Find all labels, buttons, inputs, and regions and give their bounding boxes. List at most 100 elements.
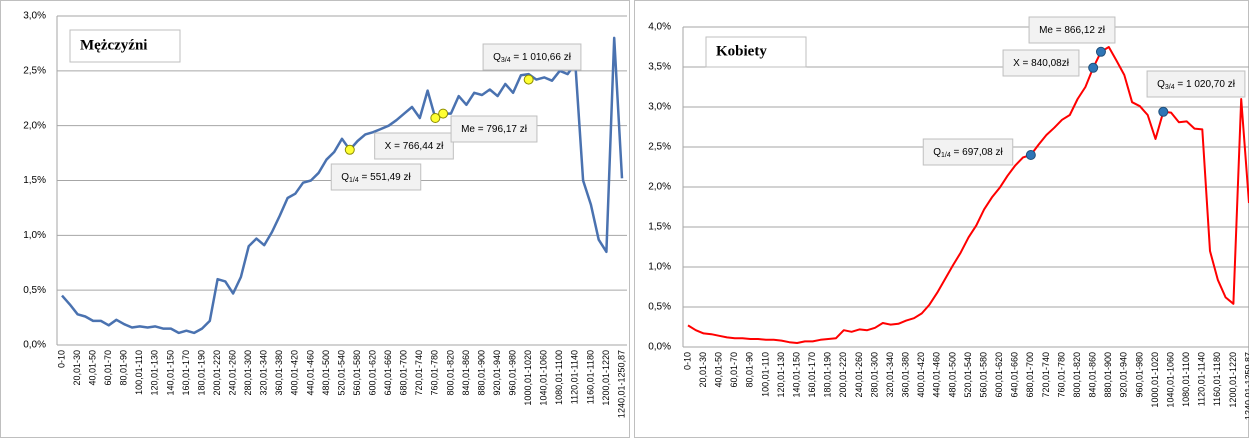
- x-tick-label: 400,01-420: [290, 350, 300, 396]
- x-tick-label: 1080,01-1100: [1181, 352, 1191, 407]
- x-tick-label: 1000,01-1020: [523, 350, 533, 406]
- y-tick-label: 2,0%: [648, 182, 671, 193]
- annotation: Me = 866,12 zł: [1039, 25, 1106, 36]
- title-box: [705, 36, 807, 68]
- annotation-part: = 551,49 zł: [359, 172, 412, 183]
- x-tick-label: 800,01-820: [445, 350, 455, 396]
- x-tick-label: 600,01-620: [367, 350, 377, 396]
- y-tick-label: 1,0%: [23, 230, 46, 241]
- x-tick-label: 1120,01-1140: [570, 350, 580, 404]
- x-tick-label: 40,01-50: [87, 350, 97, 386]
- marker: [344, 144, 355, 155]
- x-tick-label: 240,01-260: [854, 352, 864, 398]
- annotation: Me = 796,17 zł: [461, 124, 528, 135]
- x-tick-label: 360,01-380: [901, 352, 911, 398]
- annotation-box: [1146, 70, 1246, 98]
- annotation-box: [482, 43, 582, 71]
- x-tick-label: 180,01-190: [823, 352, 833, 398]
- annotation: Q1/4 = 551,49 zł: [341, 172, 411, 184]
- x-tick-label: 480,01-500: [947, 352, 957, 398]
- marker: [430, 112, 441, 123]
- x-tick-label: 440,01-460: [932, 352, 942, 398]
- x-tick-label: 480,01-500: [321, 350, 331, 396]
- x-tick-label: 80,01-90: [119, 350, 129, 386]
- x-tick-label: 520,01-540: [336, 350, 346, 396]
- x-tick-label: 200,01-220: [838, 352, 848, 398]
- x-tick-label: 1040,01-1060: [1165, 352, 1175, 408]
- x-tick-label: 20,01-30: [698, 352, 708, 388]
- x-tick-label: 640,01-660: [1010, 352, 1020, 398]
- marker: [1025, 150, 1036, 160]
- y-tick-label: 1,5%: [23, 175, 46, 186]
- annotation-part: Q: [493, 52, 501, 63]
- x-tick-label: 400,01-420: [916, 352, 926, 398]
- x-tick-label: 1160,01-1180: [585, 350, 595, 404]
- marker: [438, 108, 449, 119]
- x-tick-label: 280,01-300: [243, 350, 253, 396]
- x-tick-label: 560,01-580: [978, 352, 988, 398]
- x-tick-label: 140,01-150: [165, 350, 175, 396]
- x-tick-label: 800,01-820: [1072, 352, 1082, 398]
- annotation-part: X = 840,08zł: [1013, 58, 1070, 69]
- y-tick-label: 0,5%: [648, 302, 671, 313]
- x-tick-label: 760,01-780: [430, 350, 440, 396]
- x-tick-label: 680,01-700: [399, 350, 409, 396]
- x-tick-label: 0-10: [56, 350, 66, 368]
- annotation: Q1/4 = 697,08 zł: [933, 147, 1003, 159]
- annotation-box: [922, 138, 1014, 166]
- x-tick-label: 140,01-150: [791, 352, 801, 398]
- x-tick-label: 120,01-130: [776, 352, 786, 398]
- chart: 0,0% 0,5% 1,0% 1,5% 2,0% 2,5% 3,0% 0-10 20,01-30…: [23, 11, 627, 418]
- x-tick-label: 1000,01-1020: [1150, 352, 1160, 408]
- y-tick-label: 3,5%: [648, 62, 671, 73]
- y-tick-label: 1,0%: [648, 262, 671, 273]
- annotation-part: = 697,08 zł: [951, 147, 1004, 158]
- x-tick-label: 880,01-900: [476, 350, 486, 396]
- x-tick-label: 520,01-540: [963, 352, 973, 398]
- y-tick-label: 2,0%: [23, 120, 46, 131]
- annotation-box: [330, 163, 422, 191]
- x-tick-label: 280,01-300: [869, 352, 879, 398]
- marker: [1095, 46, 1106, 57]
- chart-frame: [634, 0, 1249, 438]
- x-tick-label: 160,01-170: [807, 352, 817, 398]
- x-tick-label: 80,01-90: [745, 352, 755, 388]
- x-tick-label: 1160,01-1180: [1212, 352, 1222, 406]
- chart-title: Mężczyźni: [80, 37, 147, 53]
- y-tick-label: 0,5%: [23, 285, 46, 296]
- y-tick-label: 0,0%: [648, 342, 671, 353]
- annotation-part: X = 766,44 zł: [385, 141, 444, 152]
- x-tick-label: 560,01-580: [352, 350, 362, 396]
- x-tick-label: 720,01-740: [414, 350, 424, 396]
- x-tick-label: 720,01-740: [1041, 352, 1051, 398]
- chart-frame: [0, 0, 630, 438]
- x-tick-label: 100,01-110: [134, 350, 144, 395]
- x-tick-label: 440,01-460: [305, 350, 315, 396]
- annotation-box: [1002, 49, 1080, 77]
- y-tick-label: 3,0%: [23, 11, 46, 22]
- title-box: [69, 29, 181, 63]
- x-tick-label: 1200,01-1220: [1228, 352, 1238, 408]
- x-tick-label: 0-10: [682, 352, 692, 370]
- annotation-part: Q: [1157, 79, 1165, 90]
- x-tick-label: 640,01-660: [383, 350, 393, 396]
- x-tick-label: 840,01-860: [461, 350, 471, 396]
- annotation-part: Me = 866,12 zł: [1039, 25, 1106, 36]
- y-tick-label: 3,0%: [648, 102, 671, 113]
- y-tick-label: 1,5%: [648, 222, 671, 233]
- x-tick-label: 840,01-860: [1088, 352, 1098, 398]
- x-tick-label: 360,01-380: [274, 350, 284, 396]
- annotation-part: 1/4: [941, 152, 951, 159]
- x-tick-label: 1200,01-1220: [601, 350, 611, 406]
- x-tick-label: 1040,01-1060: [539, 350, 549, 406]
- annotation-box: [450, 115, 538, 143]
- data-line: [687, 46, 1249, 344]
- x-tick-label: 760,01-780: [1056, 352, 1066, 398]
- annotation-part: = 1 010,66 zł: [511, 52, 572, 63]
- y-tick-label: 4,0%: [648, 22, 671, 33]
- x-tick-label: 680,01-700: [1025, 352, 1035, 398]
- annotation-part: 3/4: [501, 57, 511, 64]
- x-tick-label: 20,01-30: [72, 350, 82, 386]
- chart-title: Kobiety: [716, 43, 767, 59]
- x-tick-label: 100,01-110: [760, 352, 770, 397]
